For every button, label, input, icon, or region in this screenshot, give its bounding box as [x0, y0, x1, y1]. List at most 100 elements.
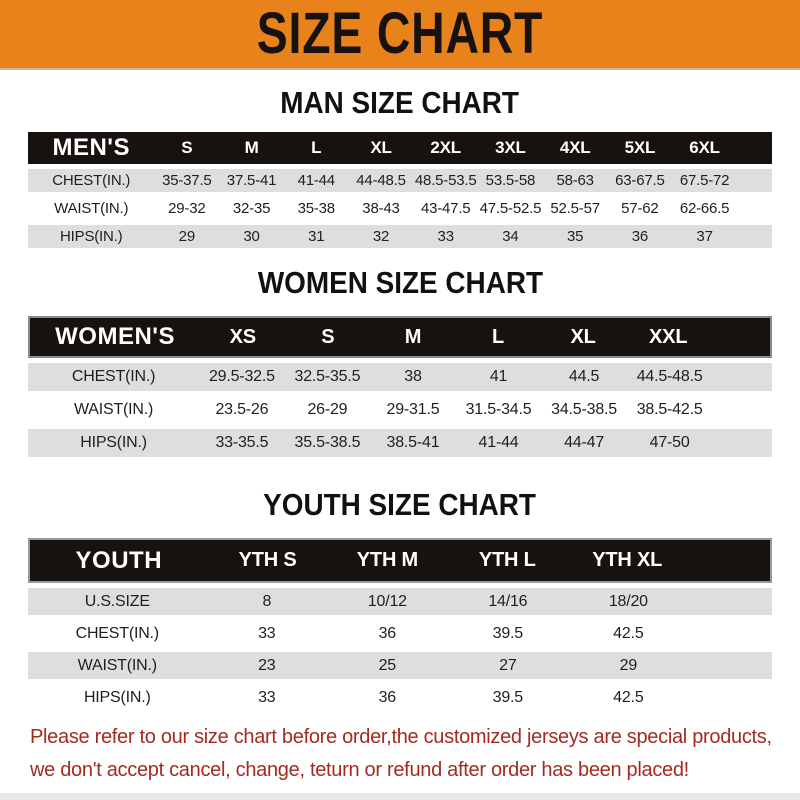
value-cell: 35.5-38.5 [294, 434, 361, 451]
footer-line-2: we don't accept cancel, change, teturn o… [30, 759, 689, 781]
value-cell: 44-48.5 [356, 172, 406, 189]
value-cell: 37.5-41 [226, 172, 277, 189]
value-cell: 29-32 [168, 200, 206, 217]
youth-chest-row: CHEST(IN.) 33 36 39.5 42.5 [28, 620, 772, 647]
value-cell: 23 [258, 656, 276, 674]
value-cell: 63-67.5 [615, 172, 665, 189]
value-cell: 38.5-42.5 [636, 401, 703, 418]
row-label-cell: CHEST(IN.) [71, 368, 156, 385]
youth-table-header-row: YOUTH YTH S YTH M YTH L YTH XL [28, 538, 772, 583]
value-cell: 33 [258, 624, 276, 642]
size-chart-banner: SIZE CHART [0, 0, 800, 70]
value-cell: 29-31.5 [386, 401, 440, 418]
row-label-cell: HIPS(IN.) [80, 434, 147, 451]
value-cell: 58-63 [556, 172, 594, 189]
youth-hips-row: HIPS(IN.) 33 36 39.5 42.5 [28, 684, 772, 711]
value-cell: 10/12 [367, 592, 407, 610]
value-cell: 37 [696, 228, 713, 245]
value-cell: 27 [499, 656, 517, 674]
size-header-cell: 5XL [624, 138, 656, 157]
value-cell: 39.5 [492, 624, 524, 642]
value-cell: 29 [178, 228, 195, 245]
men-hips-row: HIPS(IN.) 29 30 31 32 33 34 35 36 37 [28, 225, 772, 248]
size-header-cell: L [492, 325, 505, 348]
value-cell: 62-66.5 [679, 200, 730, 217]
value-cell: 48.5-53.5 [414, 172, 477, 189]
bottom-strip [0, 793, 800, 800]
men-chest-row: CHEST(IN.) 35-37.5 37.5-41 41-44 44-48.5… [28, 169, 772, 192]
value-cell: 8 [262, 592, 272, 610]
women-size-table: WOMEN'S XS S M L XL XXL CHEST(IN.) 29.5-… [28, 316, 772, 457]
value-cell: 33-35.5 [215, 434, 269, 451]
value-cell: 35-38 [297, 200, 336, 217]
size-header-cell: XL [370, 138, 392, 157]
value-cell: 33 [437, 228, 454, 245]
value-cell: 42.5 [613, 688, 644, 706]
men-header-label: MEN'S [52, 134, 130, 161]
value-cell: 41 [489, 368, 508, 385]
size-header-cell: 3XL [495, 138, 526, 157]
youth-size-table: YOUTH YTH S YTH M YTH L YTH XL U.S.SIZE … [28, 538, 772, 711]
size-header-cell: XXL [649, 325, 688, 348]
size-header-cell: 6XL [689, 138, 720, 157]
youth-ussize-row: U.S.SIZE 8 10/12 14/16 18/20 [28, 588, 772, 615]
value-cell: 14/16 [488, 592, 528, 610]
value-cell: 38 [404, 368, 422, 385]
value-cell: 42.5 [613, 624, 644, 642]
value-cell: 41-44 [478, 434, 519, 451]
value-cell: 41-44 [297, 172, 336, 189]
value-cell: 52.5-57 [550, 200, 600, 217]
women-header-label: WOMEN'S [55, 323, 176, 350]
value-cell: 44.5 [568, 368, 600, 385]
row-label-cell: HIPS(IN.) [60, 228, 123, 245]
women-hips-row: HIPS(IN.) 33-35.5 35.5-38.5 38.5-41 41-4… [28, 429, 772, 457]
value-cell: 38-43 [362, 200, 400, 217]
banner-title: SIZE CHART [256, 1, 544, 66]
size-header-cell: YTH S [238, 549, 297, 571]
value-cell: 18/20 [608, 592, 648, 610]
women-chest-row: CHEST(IN.) 29.5-32.5 32.5-35.5 38 41 44.… [28, 363, 772, 391]
value-cell: 32.5-35.5 [294, 368, 361, 385]
men-table-header-row: MEN'S S M L XL 2XL 3XL 4XL 5XL 6XL [28, 132, 772, 164]
size-header-cell: YTH L [478, 549, 536, 571]
value-cell: 53.5-58 [485, 172, 536, 189]
size-header-cell: 2XL [430, 138, 461, 157]
row-label-cell: WAIST(IN.) [73, 401, 154, 418]
value-cell: 32 [372, 228, 390, 245]
size-header-cell: XL [570, 325, 596, 348]
value-cell: 31.5-34.5 [465, 401, 532, 418]
women-waist-row: WAIST(IN.) 23.5-26 26-29 29-31.5 31.5-34… [28, 396, 772, 424]
row-label-cell: HIPS(IN.) [83, 688, 151, 706]
size-header-cell: S [181, 138, 193, 157]
value-cell: 67.5-72 [679, 172, 730, 189]
size-header-cell: L [311, 138, 322, 157]
value-cell: 44.5-48.5 [636, 368, 703, 385]
footer-note: Please refer to our size chart before or… [30, 721, 800, 787]
value-cell: 33 [258, 688, 276, 706]
youth-waist-row: WAIST(IN.) 23 25 27 29 [28, 652, 772, 679]
size-header-cell: YTH M [356, 549, 419, 571]
row-label-cell: WAIST(IN.) [54, 200, 129, 217]
value-cell: 57-62 [621, 200, 659, 217]
value-cell: 44-47 [564, 434, 605, 451]
value-cell: 38.5-41 [386, 434, 440, 451]
men-waist-row: WAIST(IN.) 29-32 32-35 35-38 38-43 43-47… [28, 197, 772, 220]
value-cell: 23.5-26 [215, 401, 269, 418]
value-cell: 25 [378, 656, 397, 674]
row-label-cell: CHEST(IN.) [52, 172, 131, 189]
value-cell: 47-50 [649, 434, 690, 451]
value-cell: 30 [243, 228, 260, 245]
youth-header-label: YOUTH [75, 546, 163, 574]
men-size-table: MEN'S S M L XL 2XL 3XL 4XL 5XL 6XL CHEST… [28, 132, 772, 248]
value-cell: 31 [308, 228, 325, 245]
value-cell: 34.5-38.5 [551, 401, 617, 418]
value-cell: 43-47.5 [420, 200, 471, 217]
value-cell: 26-29 [307, 401, 348, 418]
value-cell: 29 [619, 656, 638, 674]
size-header-cell: M [244, 138, 259, 157]
size-header-cell: YTH XL [592, 549, 663, 571]
row-label-cell: WAIST(IN.) [77, 656, 157, 674]
size-header-cell: S [321, 325, 335, 348]
women-table-header-row: WOMEN'S XS S M L XL XXL [28, 316, 772, 358]
size-header-cell: M [404, 325, 422, 348]
